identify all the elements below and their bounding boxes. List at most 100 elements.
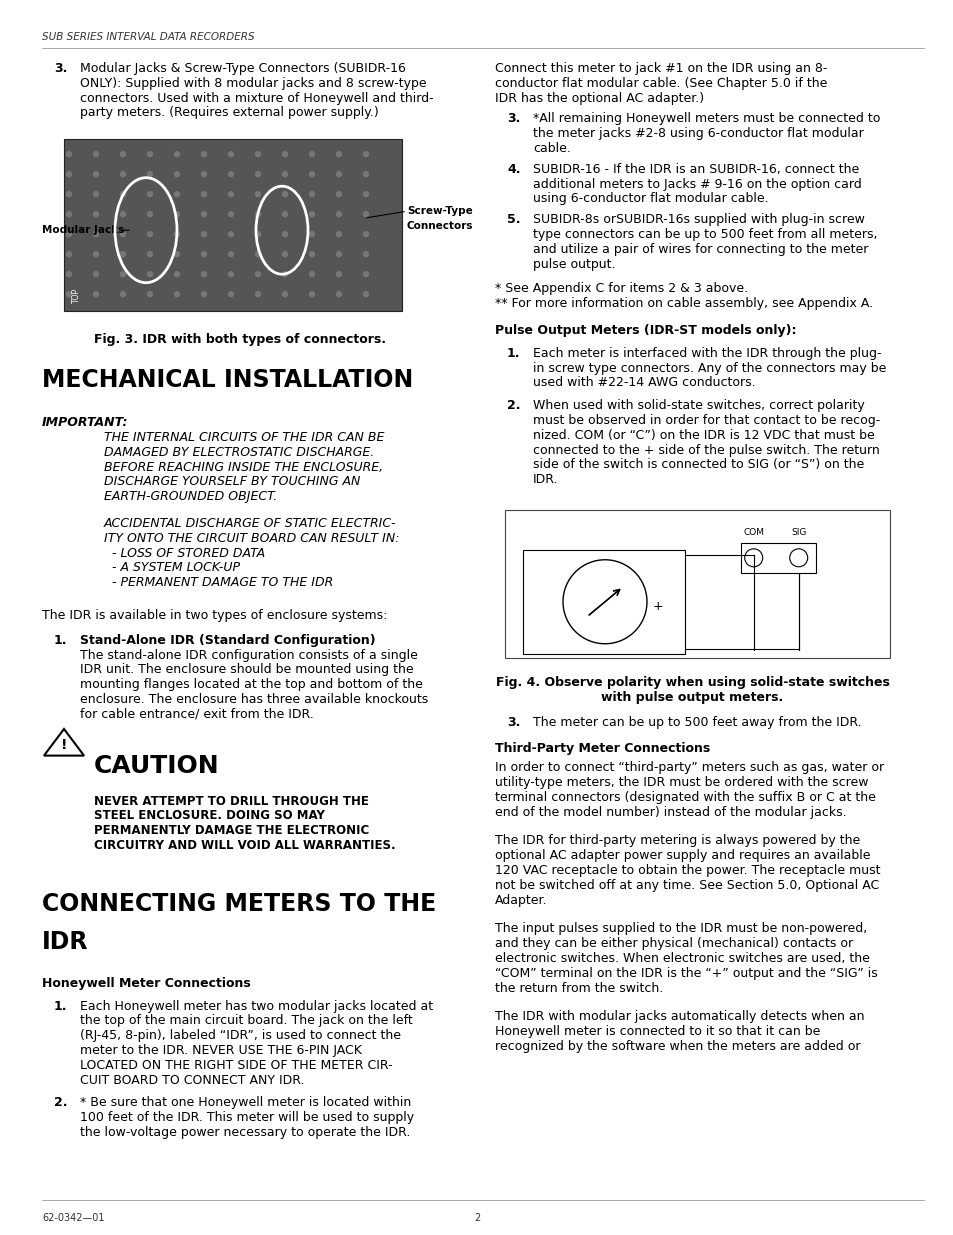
Text: and they can be either physical (mechanical) contacts or: and they can be either physical (mechani… xyxy=(495,937,852,950)
Circle shape xyxy=(363,152,368,157)
Text: BEFORE REACHING INSIDE THE ENCLOSURE,: BEFORE REACHING INSIDE THE ENCLOSURE, xyxy=(104,461,383,473)
Circle shape xyxy=(229,291,233,296)
Circle shape xyxy=(120,191,126,196)
Circle shape xyxy=(174,252,179,257)
Text: 1.: 1. xyxy=(54,999,68,1013)
Text: must be observed in order for that contact to be recog-: must be observed in order for that conta… xyxy=(533,414,880,427)
Text: 120 VAC receptacle to obtain the power. The receptacle must: 120 VAC receptacle to obtain the power. … xyxy=(495,864,880,877)
Text: SUBIDR-8s orSUBIDR-16s supplied with plug-in screw: SUBIDR-8s orSUBIDR-16s supplied with plu… xyxy=(533,214,864,226)
Text: nized. COM (or “C”) on the IDR is 12 VDC that must be: nized. COM (or “C”) on the IDR is 12 VDC… xyxy=(533,429,874,442)
Text: *All remaining Honeywell meters must be connected to: *All remaining Honeywell meters must be … xyxy=(533,112,880,126)
Text: LOCATED ON THE RIGHT SIDE OF THE METER CIR-: LOCATED ON THE RIGHT SIDE OF THE METER C… xyxy=(80,1058,393,1072)
Circle shape xyxy=(309,211,314,216)
Circle shape xyxy=(309,291,314,296)
Text: additional meters to Jacks # 9-16 on the option card: additional meters to Jacks # 9-16 on the… xyxy=(533,178,861,190)
Text: electronic switches. When electronic switches are used, the: electronic switches. When electronic swi… xyxy=(495,952,869,965)
Circle shape xyxy=(363,252,368,257)
Text: SIG: SIG xyxy=(790,529,805,537)
Circle shape xyxy=(336,272,341,277)
Text: 3.: 3. xyxy=(54,62,68,75)
Text: IDR: IDR xyxy=(42,930,89,953)
Circle shape xyxy=(363,232,368,237)
Circle shape xyxy=(148,272,152,277)
Text: Fig. 4. Observe polarity when using solid-state switches: Fig. 4. Observe polarity when using soli… xyxy=(495,676,888,689)
Circle shape xyxy=(309,172,314,177)
Text: not be switched off at any time. See Section 5.0, Optional AC: not be switched off at any time. See Sec… xyxy=(495,879,879,892)
Text: NEVER ATTEMPT TO DRILL THROUGH THE: NEVER ATTEMPT TO DRILL THROUGH THE xyxy=(94,794,369,808)
Text: IDR unit. The enclosure should be mounted using the: IDR unit. The enclosure should be mounte… xyxy=(80,663,414,677)
Text: In order to connect “third-party” meters such as gas, water or: In order to connect “third-party” meters… xyxy=(495,761,883,774)
Text: Screw-Type: Screw-Type xyxy=(407,206,473,216)
Text: pulse output.: pulse output. xyxy=(533,258,615,270)
Circle shape xyxy=(148,232,152,237)
Text: Stand-Alone IDR (Standard Configuration): Stand-Alone IDR (Standard Configuration) xyxy=(80,634,375,647)
Circle shape xyxy=(67,272,71,277)
Circle shape xyxy=(255,152,260,157)
Text: terminal connectors (designated with the suffix B or C at the: terminal connectors (designated with the… xyxy=(495,790,875,804)
Text: COM: COM xyxy=(742,529,763,537)
Bar xyxy=(504,510,889,658)
Circle shape xyxy=(120,152,126,157)
Text: cable.: cable. xyxy=(533,142,570,156)
Text: Honeywell Meter Connections: Honeywell Meter Connections xyxy=(42,977,251,989)
Circle shape xyxy=(282,172,287,177)
Text: When used with solid-state switches, correct polarity: When used with solid-state switches, cor… xyxy=(533,399,863,412)
Text: Third-Party Meter Connections: Third-Party Meter Connections xyxy=(495,742,709,756)
Text: +: + xyxy=(652,600,663,614)
Text: Each Honeywell meter has two modular jacks located at: Each Honeywell meter has two modular jac… xyxy=(80,999,433,1013)
Text: The stand-alone IDR configuration consists of a single: The stand-alone IDR configuration consis… xyxy=(80,648,417,662)
Circle shape xyxy=(201,252,206,257)
Text: The input pulses supplied to the IDR must be non-powered,: The input pulses supplied to the IDR mus… xyxy=(495,923,866,935)
Circle shape xyxy=(363,211,368,216)
Circle shape xyxy=(363,191,368,196)
Circle shape xyxy=(229,232,233,237)
Circle shape xyxy=(255,291,260,296)
Text: Modular Jacks & Screw-Type Connectors (SUBIDR-16: Modular Jacks & Screw-Type Connectors (S… xyxy=(80,62,405,75)
Text: enclosure. The enclosure has three available knockouts: enclosure. The enclosure has three avail… xyxy=(80,693,428,706)
Bar xyxy=(522,550,684,653)
Text: Honeywell meter is connected to it so that it can be: Honeywell meter is connected to it so th… xyxy=(495,1025,820,1039)
Text: TOP: TOP xyxy=(71,288,81,304)
Circle shape xyxy=(282,291,287,296)
Circle shape xyxy=(201,211,206,216)
Circle shape xyxy=(336,291,341,296)
Text: with pulse output meters.: with pulse output meters. xyxy=(600,690,782,704)
Text: utility-type meters, the IDR must be ordered with the screw: utility-type meters, the IDR must be ord… xyxy=(495,776,867,789)
Circle shape xyxy=(229,272,233,277)
Circle shape xyxy=(174,232,179,237)
Text: recognized by the software when the meters are added or: recognized by the software when the mete… xyxy=(495,1040,860,1053)
Circle shape xyxy=(309,272,314,277)
Text: “COM” terminal on the IDR is the “+” output and the “SIG” is: “COM” terminal on the IDR is the “+” out… xyxy=(495,967,877,979)
Circle shape xyxy=(363,172,368,177)
Text: 2: 2 xyxy=(474,1213,479,1223)
Text: PERMANENTLY DAMAGE THE ELECTRONIC: PERMANENTLY DAMAGE THE ELECTRONIC xyxy=(94,824,369,837)
Circle shape xyxy=(120,272,126,277)
Circle shape xyxy=(255,272,260,277)
Text: IDR has the optional AC adapter.): IDR has the optional AC adapter.) xyxy=(495,91,703,105)
Text: Fig. 3. IDR with both types of connectors.: Fig. 3. IDR with both types of connector… xyxy=(93,333,385,346)
Circle shape xyxy=(93,152,98,157)
Circle shape xyxy=(336,232,341,237)
Circle shape xyxy=(93,252,98,257)
Text: the meter jacks #2-8 using 6-conductor flat modular: the meter jacks #2-8 using 6-conductor f… xyxy=(533,127,862,141)
Circle shape xyxy=(336,172,341,177)
Circle shape xyxy=(148,291,152,296)
Circle shape xyxy=(282,232,287,237)
Circle shape xyxy=(174,152,179,157)
Text: mounting flanges located at the top and bottom of the: mounting flanges located at the top and … xyxy=(80,678,422,692)
Circle shape xyxy=(93,272,98,277)
Circle shape xyxy=(148,211,152,216)
Text: party meters. (Requires external power supply.): party meters. (Requires external power s… xyxy=(80,106,378,120)
Text: The IDR with modular jacks automatically detects when an: The IDR with modular jacks automatically… xyxy=(495,1010,863,1024)
Text: CAUTION: CAUTION xyxy=(94,753,219,778)
Text: The IDR is available in two types of enclosure systems:: The IDR is available in two types of enc… xyxy=(42,609,387,622)
Text: * See Appendix C for items 2 & 3 above.: * See Appendix C for items 2 & 3 above. xyxy=(495,283,747,295)
Text: DAMAGED BY ELECTROSTATIC DISCHARGE.: DAMAGED BY ELECTROSTATIC DISCHARGE. xyxy=(104,446,374,458)
Circle shape xyxy=(201,232,206,237)
Text: 2.: 2. xyxy=(506,399,520,412)
Text: 2.: 2. xyxy=(54,1097,68,1109)
Circle shape xyxy=(255,172,260,177)
Circle shape xyxy=(148,191,152,196)
Text: the low-voltage power necessary to operate the IDR.: the low-voltage power necessary to opera… xyxy=(80,1126,410,1139)
Text: conductor flat modular cable. (See Chapter 5.0 if the: conductor flat modular cable. (See Chapt… xyxy=(495,77,826,90)
